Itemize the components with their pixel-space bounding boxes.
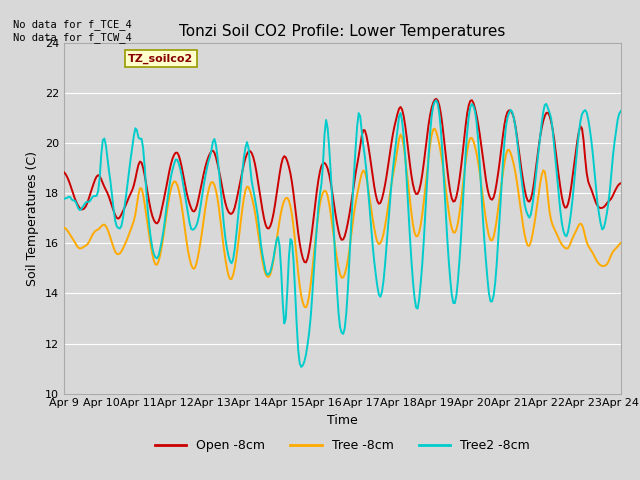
X-axis label: Time: Time [327, 414, 358, 427]
Title: Tonzi Soil CO2 Profile: Lower Temperatures: Tonzi Soil CO2 Profile: Lower Temperatur… [179, 24, 506, 39]
Text: No data for f_TCE_4
No data for f_TCW_4: No data for f_TCE_4 No data for f_TCW_4 [13, 19, 132, 43]
Y-axis label: Soil Temperatures (C): Soil Temperatures (C) [26, 151, 39, 286]
Text: TZ_soilco2: TZ_soilco2 [128, 54, 193, 64]
Legend: Open -8cm, Tree -8cm, Tree2 -8cm: Open -8cm, Tree -8cm, Tree2 -8cm [150, 434, 534, 457]
